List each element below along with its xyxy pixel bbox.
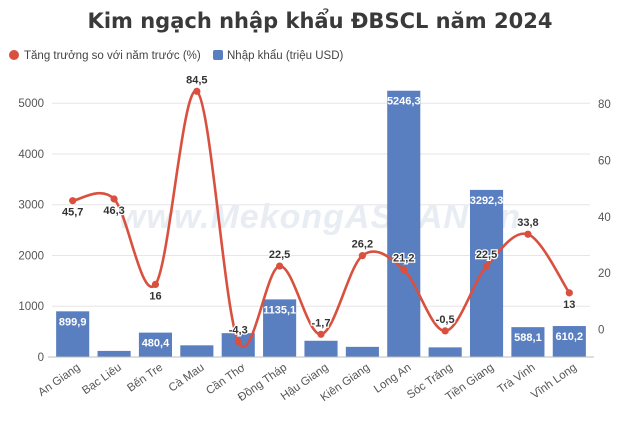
right-tick-label: 0 <box>598 325 604 337</box>
right-tick-label: 40 <box>598 212 611 224</box>
bar <box>552 326 586 357</box>
left-tick-label: 4000 <box>18 149 44 161</box>
growth-value-label: -1,7 <box>312 317 331 329</box>
growth-value-label: 84,5 <box>186 74 207 86</box>
growth-point <box>234 338 242 346</box>
bar <box>56 311 90 357</box>
growth-point <box>151 280 160 288</box>
bar-series <box>56 90 586 357</box>
bar <box>345 346 379 357</box>
bar <box>428 347 462 357</box>
category-label: Bến Tre <box>125 362 165 395</box>
bar <box>469 189 504 357</box>
growth-point <box>193 87 201 95</box>
growth-value-label: -0,5 <box>436 314 455 326</box>
growth-value-label: 22,5 <box>269 249 290 261</box>
growth-point <box>69 197 77 205</box>
bar <box>511 327 545 357</box>
growth-point <box>400 266 408 274</box>
growth-point <box>565 289 573 297</box>
growth-point <box>482 262 491 270</box>
right-tick-label: 20 <box>598 268 611 280</box>
left-tick-label: 2000 <box>18 250 44 262</box>
growth-value-label: 46,3 <box>103 205 124 217</box>
legend-marker-growth <box>9 50 19 60</box>
bar-value-label: 480,4 <box>142 338 170 350</box>
bar <box>97 350 131 357</box>
growth-value-label: -4,3 <box>229 325 248 337</box>
bar-value-label: 899,9 <box>59 316 87 328</box>
watermark: www.MekongASEAN.vn <box>119 198 521 236</box>
left-tick-label: 0 <box>38 352 44 364</box>
growth-value-label: 21,2 <box>393 253 414 265</box>
category-label: Cà Mau <box>167 362 207 395</box>
right-tick-label: 80 <box>598 99 611 111</box>
left-tick-label: 3000 <box>18 200 44 212</box>
legend-label-growth: Tăng trưởng so với năm trước (%) <box>24 50 201 62</box>
growth-line <box>72 89 571 348</box>
growth-value-label: 26,2 <box>352 239 373 251</box>
growth-value-label: 45,7 <box>62 207 83 219</box>
legend-label-import: Nhập khẩu (triệu USD) <box>227 50 343 62</box>
left-tick-label: 1000 <box>18 301 44 313</box>
axes: 0 1000 2000 3000 4000 5000 0 20 40 60 80 An GiangBạ… <box>18 98 610 404</box>
right-tick-label: 60 <box>598 155 611 167</box>
bar <box>387 90 421 357</box>
growth-point <box>317 330 325 338</box>
bar-value-label: 610,2 <box>556 331 584 343</box>
growth-point <box>358 252 366 260</box>
growth-value-label: 13 <box>563 299 575 311</box>
category-label: An Giang <box>36 362 82 399</box>
legend: Tăng trưởng so với năm trước (%) Nhập khẩ… <box>9 50 343 62</box>
bar <box>304 340 338 357</box>
growth-point <box>524 230 532 238</box>
growth-value-label: 16 <box>149 290 161 302</box>
bar-value-label: 1135,1 <box>263 304 296 316</box>
data-labels: 899,9 480,4 1135,1 5246,3 3292,3 588,1 610,2 45… <box>59 73 584 350</box>
growth-point <box>441 327 449 335</box>
bar <box>263 299 297 357</box>
bar <box>138 332 173 357</box>
growth-point <box>110 195 118 203</box>
chart-title: Kim ngạch nhập khẩu ĐBSCL năm 2024 <box>88 8 553 33</box>
bar <box>180 345 214 357</box>
category-label: Vĩnh Long <box>529 362 579 402</box>
growth-value-label: 33,8 <box>517 217 538 229</box>
legend-marker-import <box>213 50 223 60</box>
category-label: Bạc Liêu <box>80 362 124 398</box>
bar-value-label: 5246,3 <box>387 96 421 108</box>
bar-value-label: 3292,3 <box>470 195 504 207</box>
growth-point <box>276 262 284 270</box>
bar-value-label: 588,1 <box>514 332 542 344</box>
line-series <box>69 87 573 348</box>
left-tick-label: 5000 <box>18 98 44 110</box>
growth-value-label: 22,5 <box>476 249 497 261</box>
